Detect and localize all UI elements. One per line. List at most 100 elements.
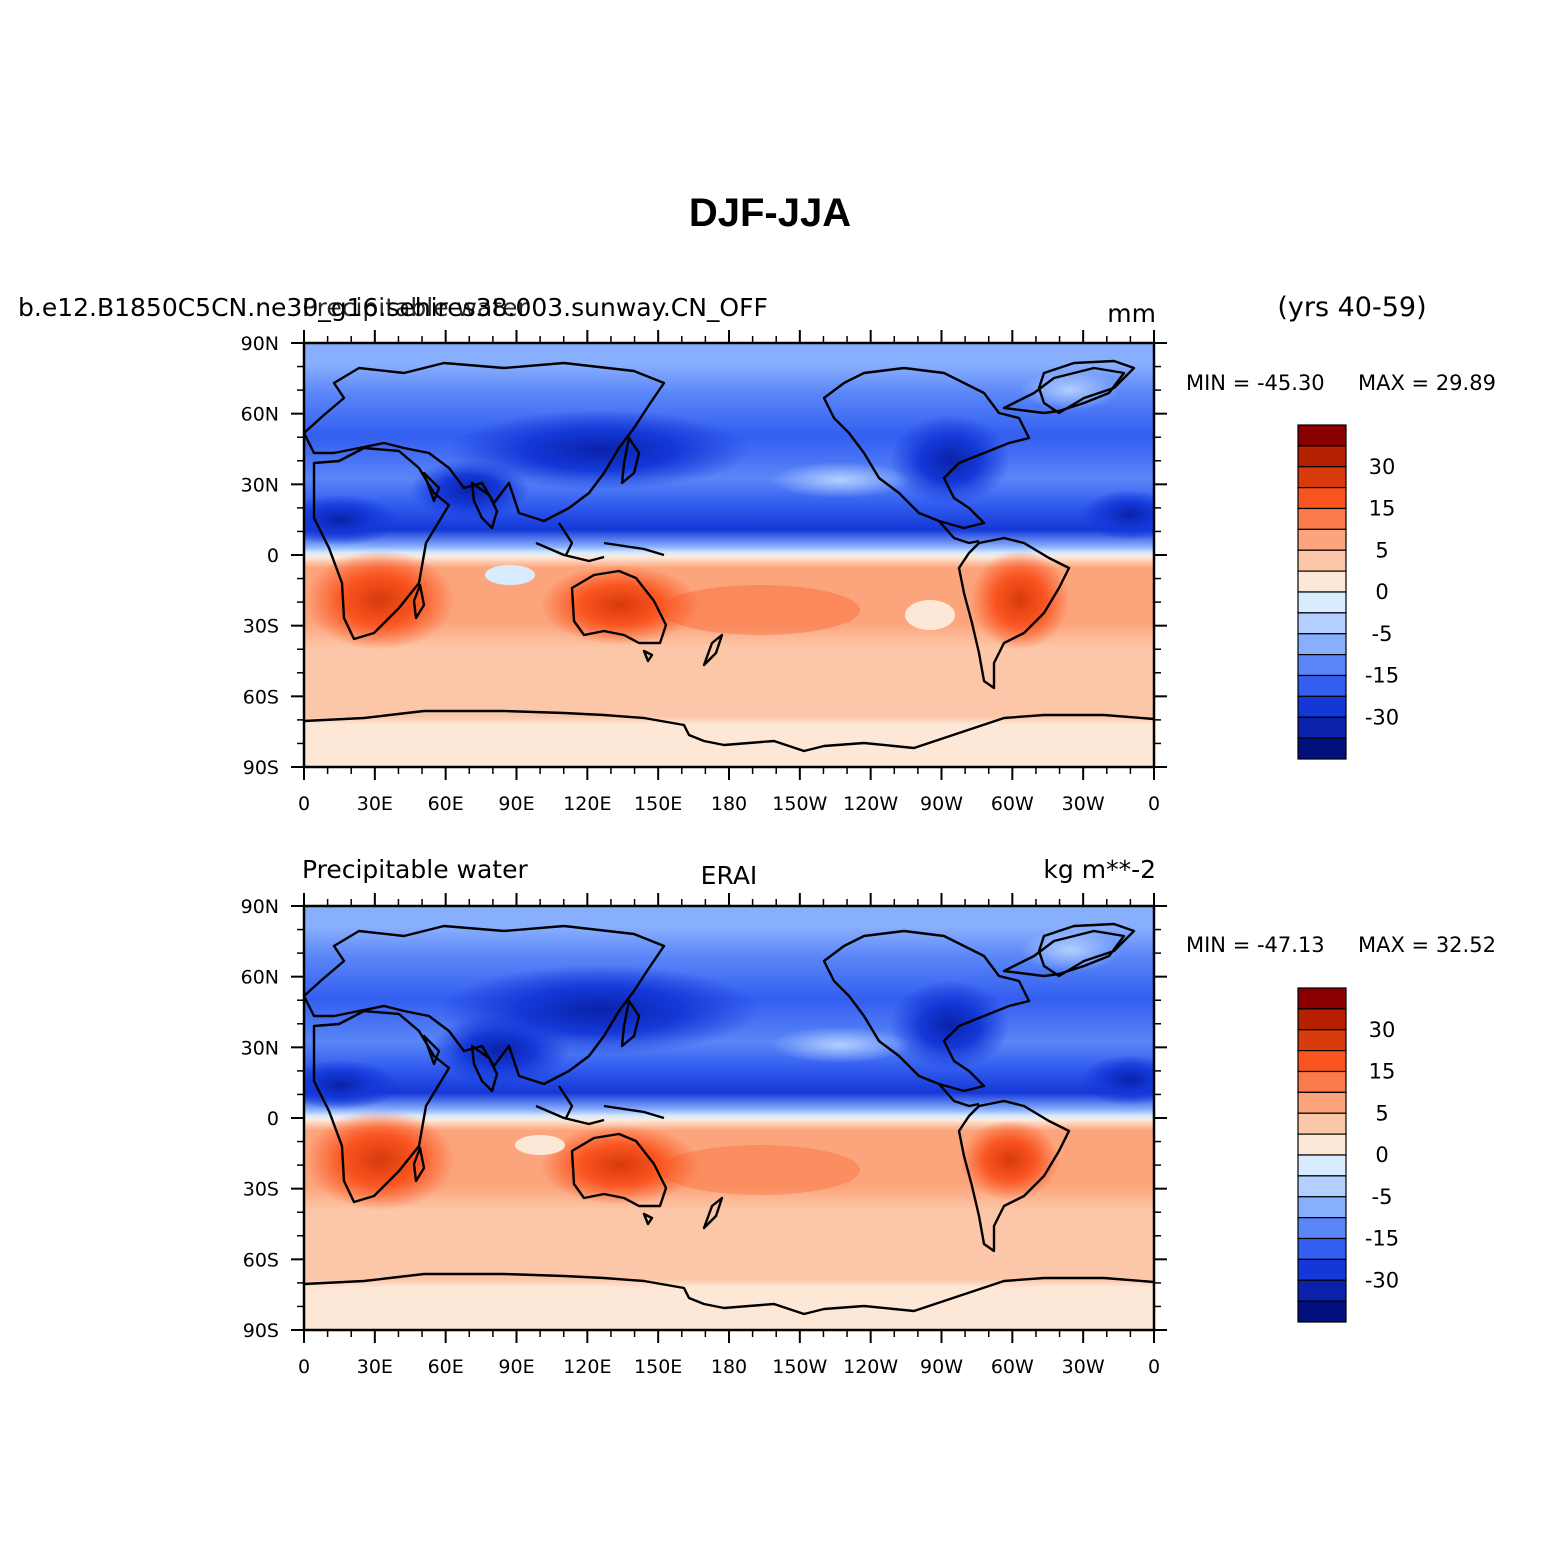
panel-1-colorbar-swatch [1297, 633, 1347, 656]
panel-1-colorbar-swatch [1297, 445, 1347, 468]
panel-1-lat-label: 60N [241, 404, 279, 426]
panel-2-colorbar: 30 15 5 0 -5 -15 -30 [1297, 987, 1399, 1323]
panel-1-colorbar: 30 15 5 0 -5 -15 -30 [1297, 424, 1399, 760]
panel-2-colorbar-swatch [1297, 1258, 1347, 1281]
panel-2-lon-label: 150E [634, 1356, 682, 1378]
panel-1-lon-label: 120W [843, 793, 898, 815]
panel-2-colorbar-label: -15 [1365, 1227, 1399, 1251]
figure-title: DJF-JJA [689, 191, 851, 235]
panel-2-lat-label: 90S [243, 1320, 279, 1342]
panel-1-colorbar-swatch [1297, 716, 1347, 739]
panel-1-colorbar-swatch [1297, 591, 1347, 614]
panel-1-colorbar-swatch [1297, 674, 1347, 697]
panel-2-colorbar-swatch [1297, 1008, 1347, 1031]
panel-1-colorbar-swatch [1297, 466, 1347, 489]
panel-2-colorbar-swatch [1297, 1237, 1347, 1260]
panel-1-min-label: MIN = -45.30 [1186, 371, 1325, 395]
panel-2-colorbar-label: -30 [1365, 1268, 1399, 1292]
panel-1-lat-label: 90N [241, 333, 279, 355]
panel-1-lat-label: 30N [241, 474, 279, 496]
panel-2-colorbar-label: 0 [1375, 1143, 1388, 1167]
panel-1-lat-label: 90S [243, 757, 279, 779]
panel-1-colorbar-label: 0 [1375, 580, 1388, 604]
panel-1-colorbar-label: 15 [1369, 497, 1396, 521]
panel-2-lon-label: 60W [991, 1356, 1034, 1378]
panel-1-colorbar-swatch [1297, 695, 1347, 718]
panel-1-lon-label: 90W [920, 793, 963, 815]
panel-1-colorbar-swatch [1297, 507, 1347, 530]
panel-2-lat-label: 60N [241, 967, 279, 989]
panel-1-lon-label: 30W [1062, 793, 1105, 815]
panel-1-lon-label: 60W [991, 793, 1034, 815]
panel-1-colorbar-swatch [1297, 528, 1347, 551]
panel-2-colorbar-swatch [1297, 1133, 1347, 1156]
panel-2-colorbar-swatch [1297, 1154, 1347, 1177]
panel-1-variable-label: Precipitable water [302, 293, 528, 322]
panel-1-colorbar-swatch [1297, 654, 1347, 677]
panel-1-lon-label: 30E [357, 793, 393, 815]
panel-1-lon-label: 0 [298, 793, 310, 815]
panel-1-colorbar-swatch [1297, 612, 1347, 635]
panel-1-colorbar-swatch [1297, 737, 1347, 760]
panel-2-lon-label: 120W [843, 1356, 898, 1378]
panel-2-lon-label: 0 [1148, 1356, 1160, 1378]
panel-2-colorbar-swatch [1297, 1175, 1347, 1198]
panel-1-colorbar-label: -15 [1365, 664, 1399, 688]
panel-2-max-label: MAX = 32.52 [1358, 933, 1496, 957]
panel-2-lon-label: 180 [711, 1356, 747, 1378]
panel-1-colorbar-swatch [1297, 424, 1347, 447]
panel-1-lon-label: 60E [428, 793, 464, 815]
panel-1-map [304, 343, 1154, 767]
panel-2-lon-label: 0 [298, 1356, 310, 1378]
panel-2-source-label: ERAI [701, 861, 758, 890]
panel-1-colorbar-label: -5 [1372, 622, 1393, 646]
panel-2-colorbar-swatch [1297, 1112, 1347, 1135]
panel-2-lat-label: 60S [243, 1249, 279, 1271]
panel-1-lon-label: 120E [563, 793, 611, 815]
panel-1-colorbar-label: -30 [1365, 705, 1399, 729]
panel-1-lon-label: 0 [1148, 793, 1160, 815]
panel-2-lon-label: 120E [563, 1356, 611, 1378]
panel-2-colorbar-swatch [1297, 1050, 1347, 1073]
panel-1-years-label: (yrs 40-59) [1277, 292, 1426, 323]
panel-2-colorbar-label: 15 [1369, 1060, 1396, 1084]
panel-1-colorbar-swatch [1297, 549, 1347, 572]
panel-1-units-label: mm [1107, 299, 1156, 328]
panel-1-case-label: b.e12.B1850C5CN.ne30_g16.sehires38.003.s… [18, 293, 768, 322]
panel-1-colorbar-label: 30 [1369, 455, 1396, 479]
panel-1-lon-label: 150W [772, 793, 827, 815]
panel-2-colorbar-swatch [1297, 987, 1347, 1010]
panel-2-colorbar-label: 30 [1369, 1018, 1396, 1042]
panel-2-colorbar-swatch [1297, 1279, 1347, 1302]
panel-1-axes: 90N 60N 30N 0 30S 60S 90S 0 30E 60E 90E 120E 150E 180… [241, 330, 1167, 815]
panel-2-colorbar-swatch [1297, 1300, 1347, 1323]
panel-2-lon-label: 30W [1062, 1356, 1105, 1378]
panel-1-lat-label: 0 [267, 545, 279, 567]
panel-2-colorbar-swatch [1297, 1217, 1347, 1240]
panel-1-lon-label: 180 [711, 793, 747, 815]
panel-2-colorbar-swatch [1297, 1070, 1347, 1093]
panel-2-lon-label: 30E [357, 1356, 393, 1378]
panel-2-lat-label: 0 [267, 1108, 279, 1130]
panel-2-colorbar-swatch [1297, 1196, 1347, 1219]
panel-2-lon-label: 90E [498, 1356, 534, 1378]
panel-1-lon-label: 90E [498, 793, 534, 815]
panel-1-colorbar-swatch [1297, 570, 1347, 593]
panel-2-lat-label: 90N [241, 896, 279, 918]
panel-2-colorbar-label: 5 [1375, 1101, 1388, 1125]
panel-1-colorbar-swatch [1297, 487, 1347, 510]
panel-2-colorbar-swatch [1297, 1029, 1347, 1052]
panel-obs: Precipitable water ERAI kg m**-2 MIN = -… [241, 855, 1496, 1378]
panel-2-map [304, 906, 1154, 1330]
panel-2-lat-label: 30N [241, 1037, 279, 1059]
panel-2-min-label: MIN = -47.13 [1186, 933, 1325, 957]
panel-1-lat-label: 60S [243, 686, 279, 708]
panel-1-lat-label: 30S [243, 616, 279, 638]
panel-2-units-label: kg m**-2 [1043, 855, 1156, 884]
panel-2-variable-label: Precipitable water [302, 855, 528, 884]
panel-2-colorbar-swatch [1297, 1091, 1347, 1114]
panel-2-lat-label: 30S [243, 1179, 279, 1201]
panel-2-colorbar-label: -5 [1372, 1185, 1393, 1209]
panel-1-colorbar-label: 5 [1375, 538, 1388, 562]
